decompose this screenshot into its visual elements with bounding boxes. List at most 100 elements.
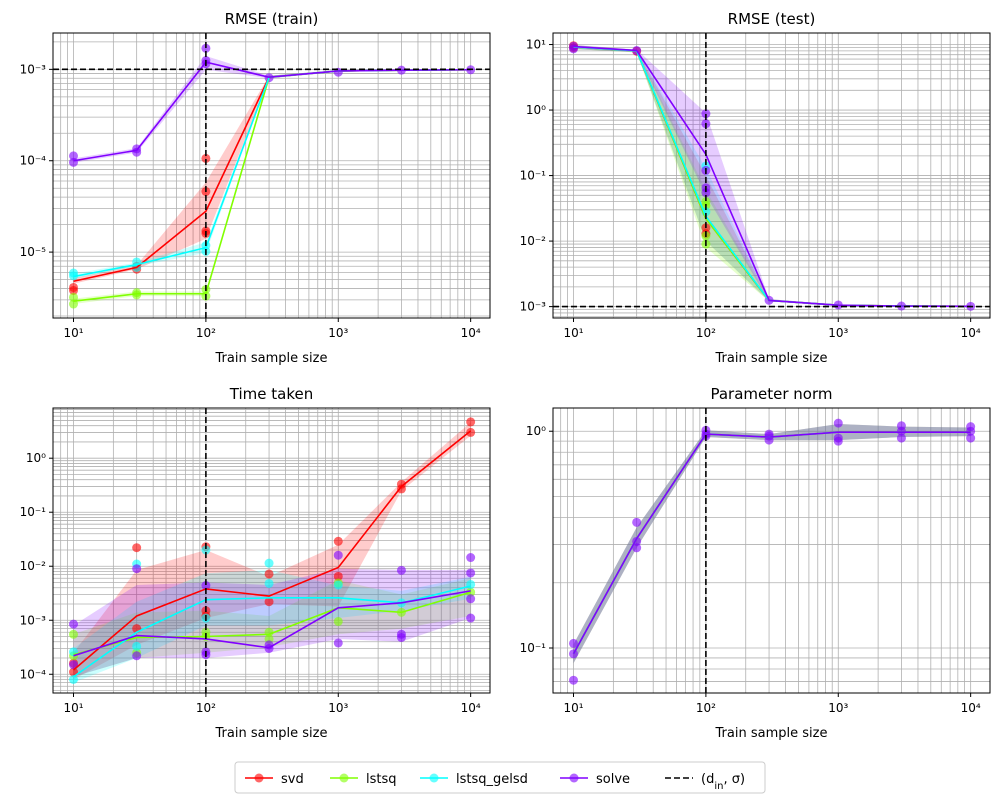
band-solve: [73, 568, 471, 677]
line-solve: [73, 590, 471, 657]
point-solve: [201, 580, 211, 590]
chart-title: Time taken: [229, 385, 313, 403]
x-tick-label: 10⁴: [961, 701, 981, 715]
x-axis-label: Train sample size: [215, 351, 328, 366]
point-solve: [132, 651, 142, 661]
plot-area: [569, 408, 976, 693]
legend-box: [234, 761, 766, 794]
y-tick-label: 10⁻⁴: [20, 667, 47, 681]
legend-swatch-marker: [429, 773, 439, 783]
line-solve: [573, 45, 971, 308]
x-tick-label: 10²: [696, 326, 716, 340]
point-solve: [966, 426, 976, 436]
point-solve: [833, 436, 843, 446]
legend-entry: svd: [245, 772, 304, 787]
point-solve: [701, 188, 711, 198]
point-solve: [701, 109, 711, 119]
x-tick-label: 10¹: [563, 701, 583, 715]
point-solve: [69, 151, 79, 161]
band-solve: [573, 44, 971, 307]
point-solve: [896, 426, 906, 436]
point-svd: [333, 571, 343, 581]
point-solve: [69, 619, 79, 629]
legend: svd lstsq lstsq_gelsd solve (din, σ): [234, 761, 766, 794]
y-tick-label: 10⁰: [26, 451, 46, 465]
line-svd: [72, 430, 472, 671]
line-solve: [73, 61, 471, 162]
axes-frame: [52, 407, 491, 694]
band-svd: [73, 69, 471, 284]
point-lstsq: [701, 197, 711, 207]
legend-label: (din, σ): [701, 772, 745, 792]
legend-entry: (din, σ): [665, 772, 745, 792]
band-lstsq_gelsd: [73, 69, 471, 279]
point-svd: [466, 417, 476, 427]
axes-frame: [552, 407, 991, 694]
legend-swatch-marker: [254, 773, 264, 783]
point-lstsq_gelsd: [132, 641, 142, 651]
point-solve: [966, 433, 976, 443]
legend-label: lstsq: [366, 772, 397, 787]
point-svd: [466, 427, 476, 437]
y-tick-label: 10⁻⁵: [20, 245, 47, 259]
y-tick-label: 10⁻³: [20, 613, 47, 627]
x-tick-label: 10¹: [563, 326, 583, 340]
legend-swatch-marker: [339, 773, 349, 783]
plot-area: [553, 33, 990, 318]
y-tick-label: 10⁻¹: [520, 169, 547, 183]
point-lstsq: [132, 288, 142, 298]
point-svd: [132, 543, 142, 553]
x-tick-label: 10²: [696, 701, 716, 715]
point-solve: [466, 613, 476, 623]
grid: [553, 408, 990, 693]
point-solve: [201, 43, 211, 53]
chart-panel-1: 10¹ 10² 10³ 10⁴ 10⁻⁵ 10⁻⁴ 10⁻³ RMSE (train) Trai…: [20, 10, 491, 366]
y-tick-label: 10⁻¹: [20, 505, 47, 519]
legend-entry: lstsq: [330, 772, 397, 787]
y-tick-label: 10⁻³: [20, 62, 47, 76]
grid: [553, 33, 990, 318]
chart-title: Parameter norm: [710, 385, 832, 403]
grid: [53, 408, 490, 693]
point-solve: [569, 638, 579, 648]
point-solve: [896, 433, 906, 443]
chart-panel-3: 10¹ 10² 10³ 10⁴ 10⁻⁴ 10⁻³ 10⁻² 10⁻¹ 10⁰ Time take…: [20, 385, 491, 741]
band-lstsq_gelsd: [73, 570, 471, 683]
point-solve: [466, 594, 476, 604]
y-tick-label: 10⁰: [526, 424, 546, 438]
band-lstsq: [73, 578, 471, 677]
line-lstsq_gelsd: [73, 68, 471, 278]
line-lstsq: [73, 591, 471, 656]
point-solve: [569, 44, 579, 54]
legend-label: svd: [281, 772, 304, 787]
point-svd: [201, 153, 211, 163]
legend-label: solve: [596, 772, 630, 787]
x-tick-label: 10²: [196, 701, 216, 715]
x-tick-label: 10⁴: [461, 326, 481, 340]
legend-label: lstsq_gelsd: [456, 772, 528, 787]
point-lstsq: [69, 292, 79, 302]
x-axis-label: Train sample size: [715, 351, 828, 366]
line-svd: [73, 68, 471, 283]
point-lstsq: [69, 629, 79, 639]
point-solve: [396, 632, 406, 642]
point-solve: [632, 517, 642, 527]
point-lstsq_gelsd: [264, 558, 274, 568]
x-tick-label: 10⁴: [961, 326, 981, 340]
point-lstsq_gelsd: [264, 578, 274, 588]
x-tick-label: 10¹: [63, 701, 83, 715]
point-lstsq_gelsd: [69, 675, 79, 685]
point-lstsq: [333, 616, 343, 626]
point-solve: [333, 638, 343, 648]
point-svd: [333, 536, 343, 546]
y-tick-label: 10⁻³: [520, 300, 547, 314]
legend-swatch-marker: [569, 773, 579, 783]
point-solve: [569, 675, 579, 685]
point-solve: [132, 564, 142, 574]
point-solve: [333, 550, 343, 560]
x-tick-label: 10³: [328, 701, 348, 715]
y-tick-label: 10⁻²: [20, 559, 47, 573]
point-lstsq: [69, 299, 79, 309]
point-solve: [466, 568, 476, 578]
